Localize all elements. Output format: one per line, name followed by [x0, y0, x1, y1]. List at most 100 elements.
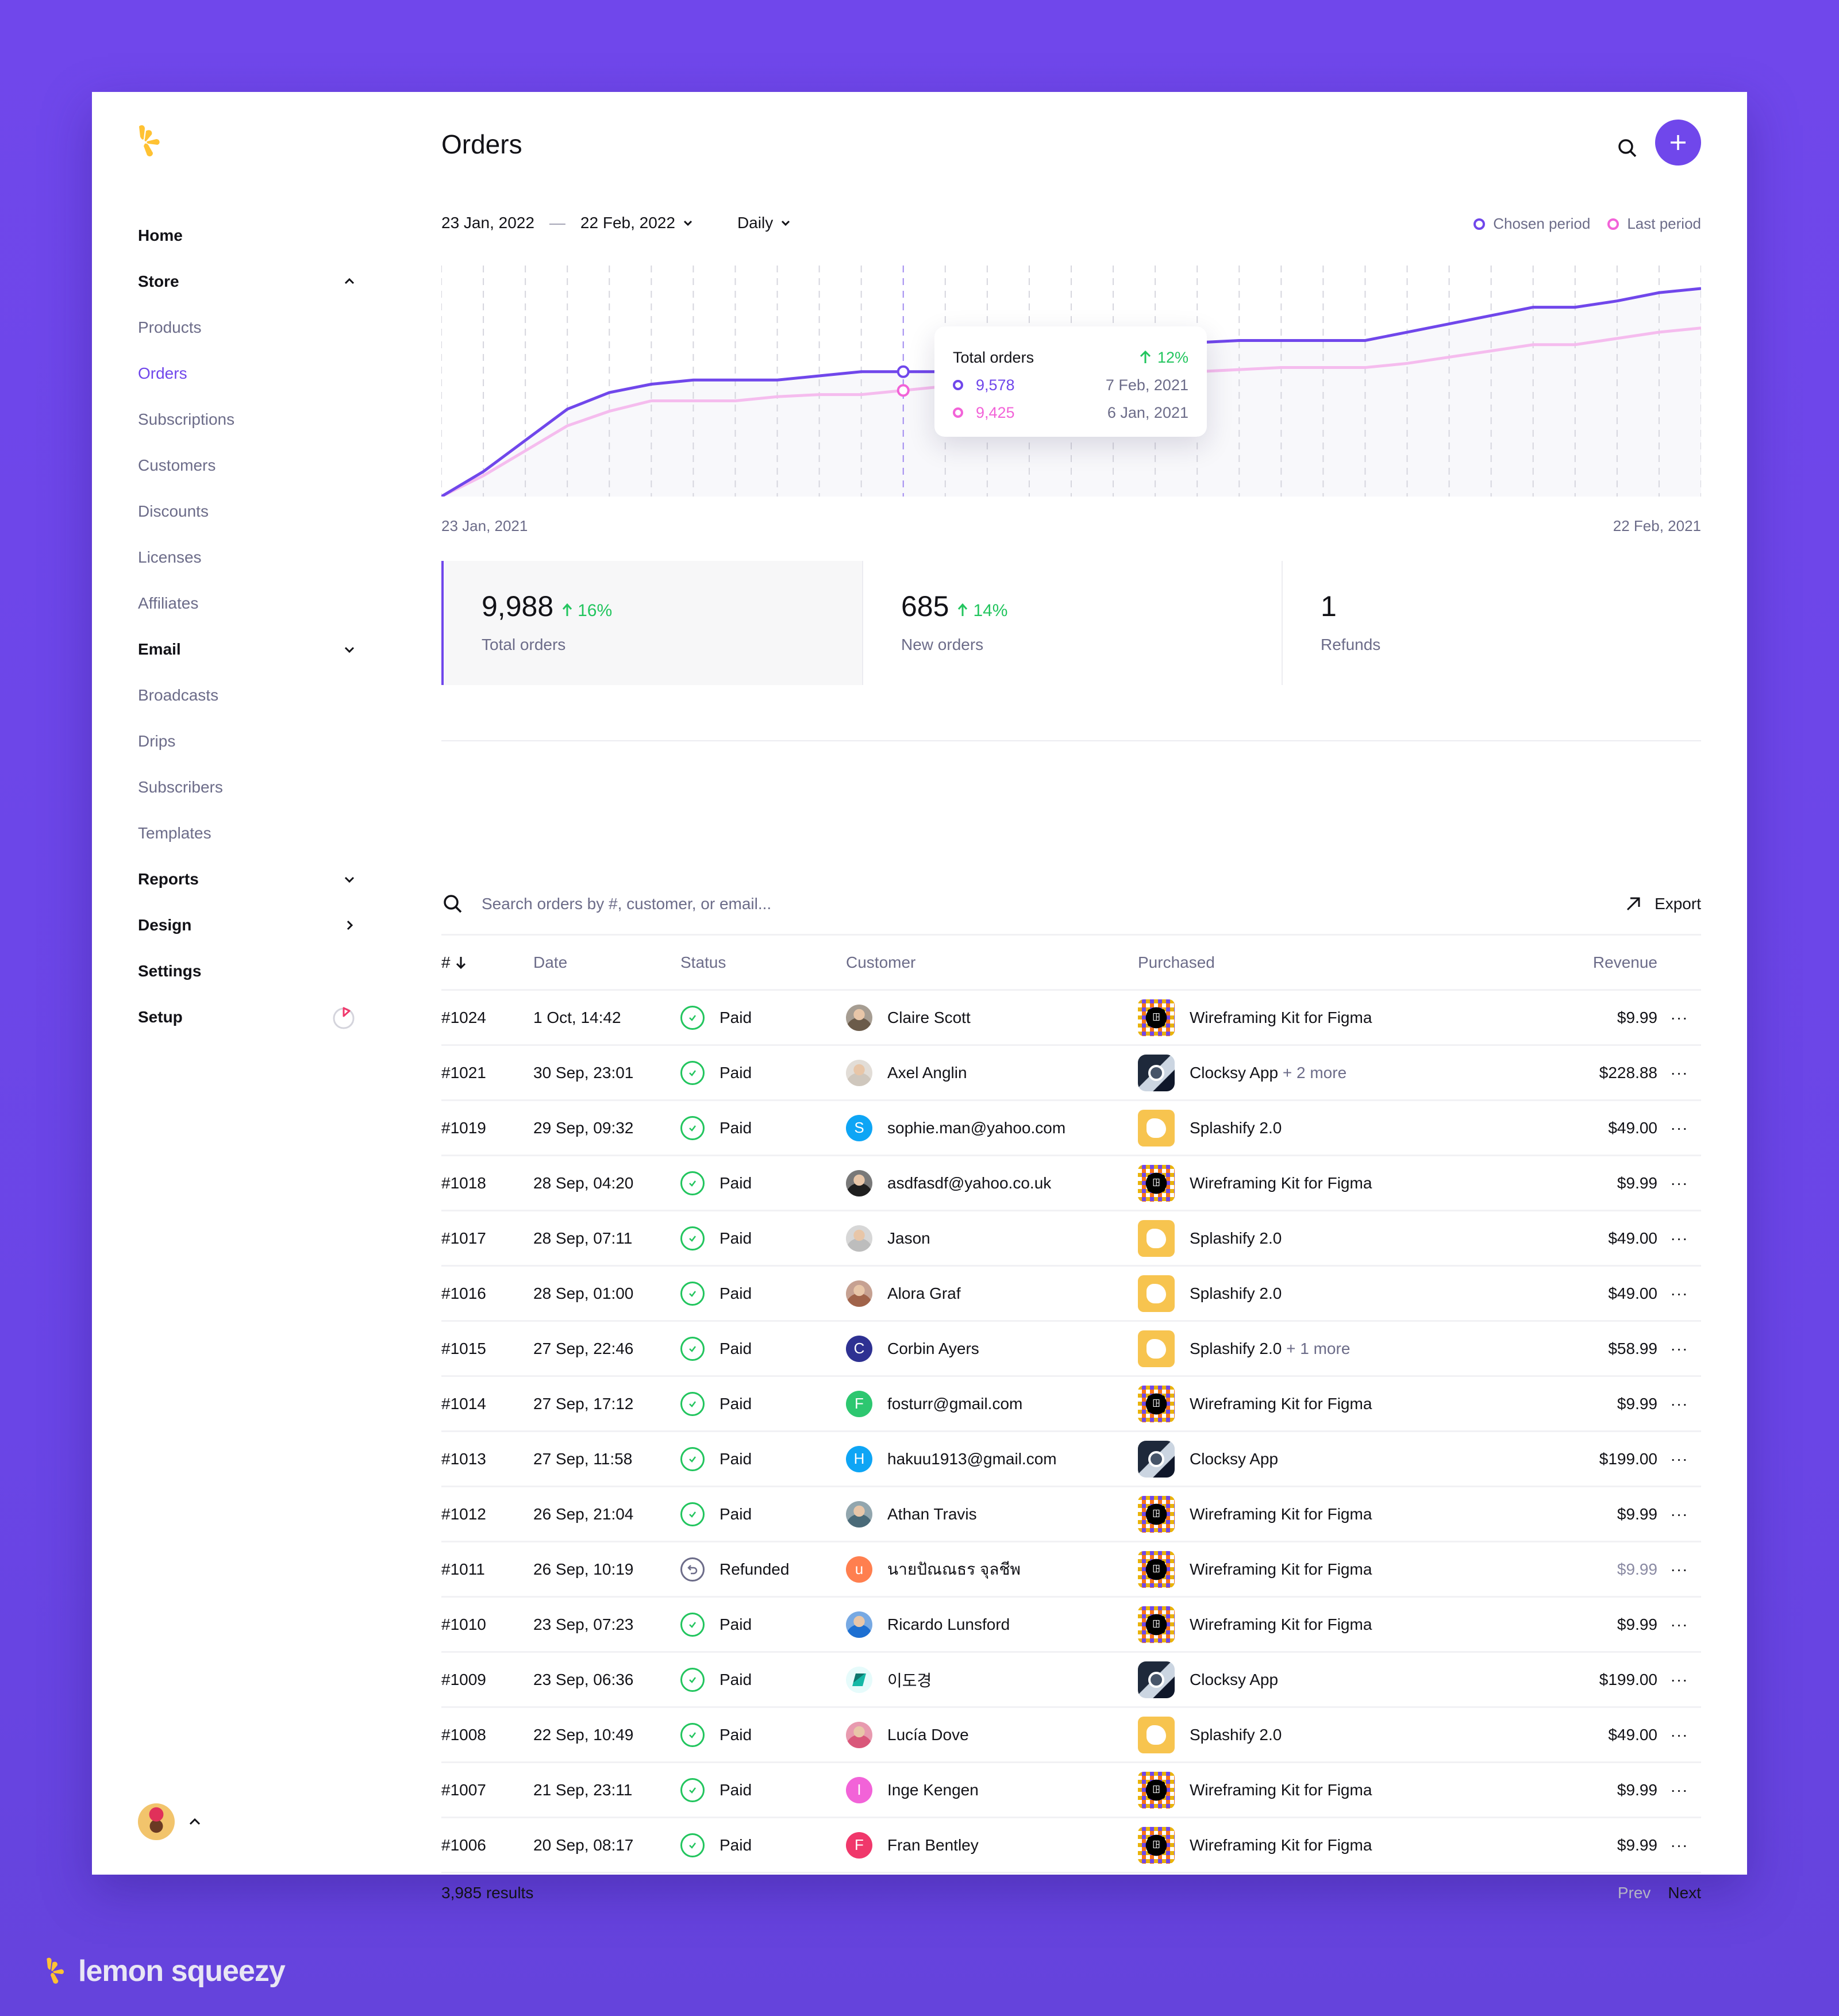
order-id[interactable]: #1011: [441, 1560, 485, 1578]
order-search-input[interactable]: [482, 894, 999, 913]
table-row[interactable]: #1018 28 Sep, 04:20 Paid asdfasdf@yahoo.co.…: [441, 1156, 1701, 1211]
sidebar-item-drips[interactable]: Drips: [138, 718, 356, 764]
order-customer[interactable]: F Fran Bentley: [846, 1832, 1138, 1859]
order-product[interactable]: Splashify 2.0: [1138, 1219, 1448, 1257]
chevron-up-icon[interactable]: [343, 275, 356, 288]
order-id[interactable]: #1019: [441, 1118, 486, 1137]
sidebar-item-customers[interactable]: Customers: [138, 443, 356, 488]
order-id[interactable]: #1008: [441, 1725, 486, 1744]
export-button[interactable]: Export: [1625, 895, 1701, 913]
column-header-status[interactable]: Status: [680, 953, 726, 971]
order-id[interactable]: #1021: [441, 1063, 486, 1082]
order-product[interactable]: ꖸ Wireframing Kit for Figma: [1138, 1826, 1448, 1864]
table-row[interactable]: #1010 23 Sep, 07:23 Paid Ricardo Lunsford ꖸ W…: [441, 1598, 1701, 1653]
order-id[interactable]: #1014: [441, 1394, 486, 1413]
order-customer[interactable]: I Inge Kengen: [846, 1776, 1138, 1803]
order-customer[interactable]: 이도경: [846, 1666, 1138, 1693]
next-page-button[interactable]: Next: [1668, 1884, 1701, 1902]
chevron-down-icon[interactable]: [343, 872, 356, 886]
order-product[interactable]: ꖸ Wireframing Kit for Figma: [1138, 1495, 1448, 1533]
column-header-id[interactable]: #: [441, 953, 533, 972]
order-product[interactable]: ꖸ Wireframing Kit for Figma: [1138, 1606, 1448, 1643]
column-header-revenue[interactable]: Revenue: [1592, 953, 1657, 971]
order-customer[interactable]: Athan Travis: [846, 1501, 1138, 1528]
order-id[interactable]: #1010: [441, 1615, 486, 1633]
row-actions-menu[interactable]: ···: [1657, 1395, 1701, 1413]
table-row[interactable]: #1017 28 Sep, 07:11 Paid Jason Splashify 2.0…: [441, 1211, 1701, 1267]
date-range-picker[interactable]: 23 Jan, 2022 — 22 Feb, 2022: [441, 214, 694, 232]
sidebar-item-store[interactable]: Store: [138, 259, 356, 305]
stat-card-new-orders[interactable]: 685 14% New orders: [862, 561, 1282, 685]
order-product[interactable]: ꖸ Wireframing Kit for Figma: [1138, 1164, 1448, 1202]
order-product[interactable]: ꖸ Wireframing Kit for Figma: [1138, 1385, 1448, 1422]
add-order-button[interactable]: [1655, 120, 1701, 166]
row-actions-menu[interactable]: ···: [1657, 1505, 1701, 1523]
row-actions-menu[interactable]: ···: [1657, 1450, 1701, 1468]
order-id[interactable]: #1024: [441, 1008, 486, 1026]
order-product[interactable]: Clocksy App + 2 more: [1138, 1054, 1448, 1091]
row-actions-menu[interactable]: ···: [1657, 1836, 1701, 1855]
table-row[interactable]: #1009 23 Sep, 06:36 Paid 이도경 Clocksy App $199…: [441, 1653, 1701, 1708]
order-product[interactable]: Splashify 2.0: [1138, 1109, 1448, 1146]
order-customer[interactable]: u นายปัณณธร จุลชีพ: [846, 1556, 1138, 1583]
sidebar-item-reports[interactable]: Reports: [138, 856, 356, 902]
sidebar-item-settings[interactable]: Settings: [138, 948, 356, 994]
chevron-down-icon[interactable]: [343, 642, 356, 656]
table-row[interactable]: #1024 1 Oct, 14:42 Paid Claire Scott ꖸ Wirefr…: [441, 991, 1701, 1046]
sidebar-item-broadcasts[interactable]: Broadcasts: [138, 672, 356, 718]
order-product[interactable]: ꖸ Wireframing Kit for Figma: [1138, 999, 1448, 1036]
row-actions-menu[interactable]: ···: [1657, 1781, 1701, 1799]
sidebar-item-home[interactable]: Home: [138, 213, 356, 259]
interval-select[interactable]: Daily: [737, 214, 791, 232]
row-actions-menu[interactable]: ···: [1657, 1615, 1701, 1634]
chevron-right-icon[interactable]: [343, 918, 356, 932]
search-button[interactable]: [1611, 132, 1644, 164]
order-id[interactable]: #1006: [441, 1836, 486, 1854]
stat-card-refunds[interactable]: 1 Refunds: [1282, 561, 1701, 685]
sidebar-item-templates[interactable]: Templates: [138, 810, 356, 856]
prev-page-button[interactable]: Prev: [1617, 1884, 1651, 1902]
row-actions-menu[interactable]: ···: [1657, 1064, 1701, 1082]
sidebar-item-licenses[interactable]: Licenses: [138, 534, 356, 580]
order-id[interactable]: #1018: [441, 1174, 486, 1192]
sidebar-item-setup[interactable]: Setup: [138, 994, 356, 1040]
order-customer[interactable]: Alora Graf: [846, 1280, 1138, 1307]
order-product[interactable]: ꖸ Wireframing Kit for Figma: [1138, 1551, 1448, 1588]
order-product[interactable]: Splashify 2.0 + 1 more: [1138, 1330, 1448, 1367]
order-id[interactable]: #1012: [441, 1505, 486, 1523]
sidebar-item-discounts[interactable]: Discounts: [138, 488, 356, 534]
stat-card-total-orders[interactable]: 9,988 16% Total orders: [441, 561, 862, 685]
order-customer[interactable]: C Corbin Ayers: [846, 1335, 1138, 1362]
order-product[interactable]: Splashify 2.0: [1138, 1716, 1448, 1753]
order-product[interactable]: Splashify 2.0: [1138, 1275, 1448, 1312]
user-menu[interactable]: [138, 1803, 201, 1840]
sidebar-item-affiliates[interactable]: Affiliates: [138, 580, 356, 626]
row-actions-menu[interactable]: ···: [1657, 1229, 1701, 1248]
column-header-date[interactable]: Date: [533, 953, 568, 971]
order-product[interactable]: ꖸ Wireframing Kit for Figma: [1138, 1771, 1448, 1809]
order-customer[interactable]: Ricardo Lunsford: [846, 1611, 1138, 1638]
row-actions-menu[interactable]: ···: [1657, 1726, 1701, 1744]
table-row[interactable]: #1015 27 Sep, 22:46 Paid C Corbin Ayers Splas…: [441, 1322, 1701, 1377]
table-row[interactable]: #1011 26 Sep, 10:19 Refunded u นายปัณณธร จุล…: [441, 1542, 1701, 1598]
row-actions-menu[interactable]: ···: [1657, 1560, 1701, 1579]
sidebar-item-subscriptions[interactable]: Subscriptions: [138, 397, 356, 443]
user-avatar[interactable]: [138, 1803, 175, 1840]
row-actions-menu[interactable]: ···: [1657, 1340, 1701, 1358]
column-header-purchased[interactable]: Purchased: [1138, 953, 1215, 971]
order-product[interactable]: Clocksy App: [1138, 1661, 1448, 1698]
lemon-logo-icon[interactable]: [137, 124, 164, 159]
sidebar-item-subscribers[interactable]: Subscribers: [138, 764, 356, 810]
sidebar-item-orders[interactable]: Orders: [138, 351, 356, 397]
table-row[interactable]: #1008 22 Sep, 10:49 Paid Lucía Dove Splashif…: [441, 1708, 1701, 1763]
table-row[interactable]: #1007 21 Sep, 23:11 Paid I Inge Kengen ꖸ Wiref…: [441, 1763, 1701, 1818]
sidebar-item-design[interactable]: Design: [138, 902, 356, 948]
sidebar-item-email[interactable]: Email: [138, 626, 356, 672]
table-row[interactable]: #1016 28 Sep, 01:00 Paid Alora Graf Splashif…: [441, 1267, 1701, 1322]
